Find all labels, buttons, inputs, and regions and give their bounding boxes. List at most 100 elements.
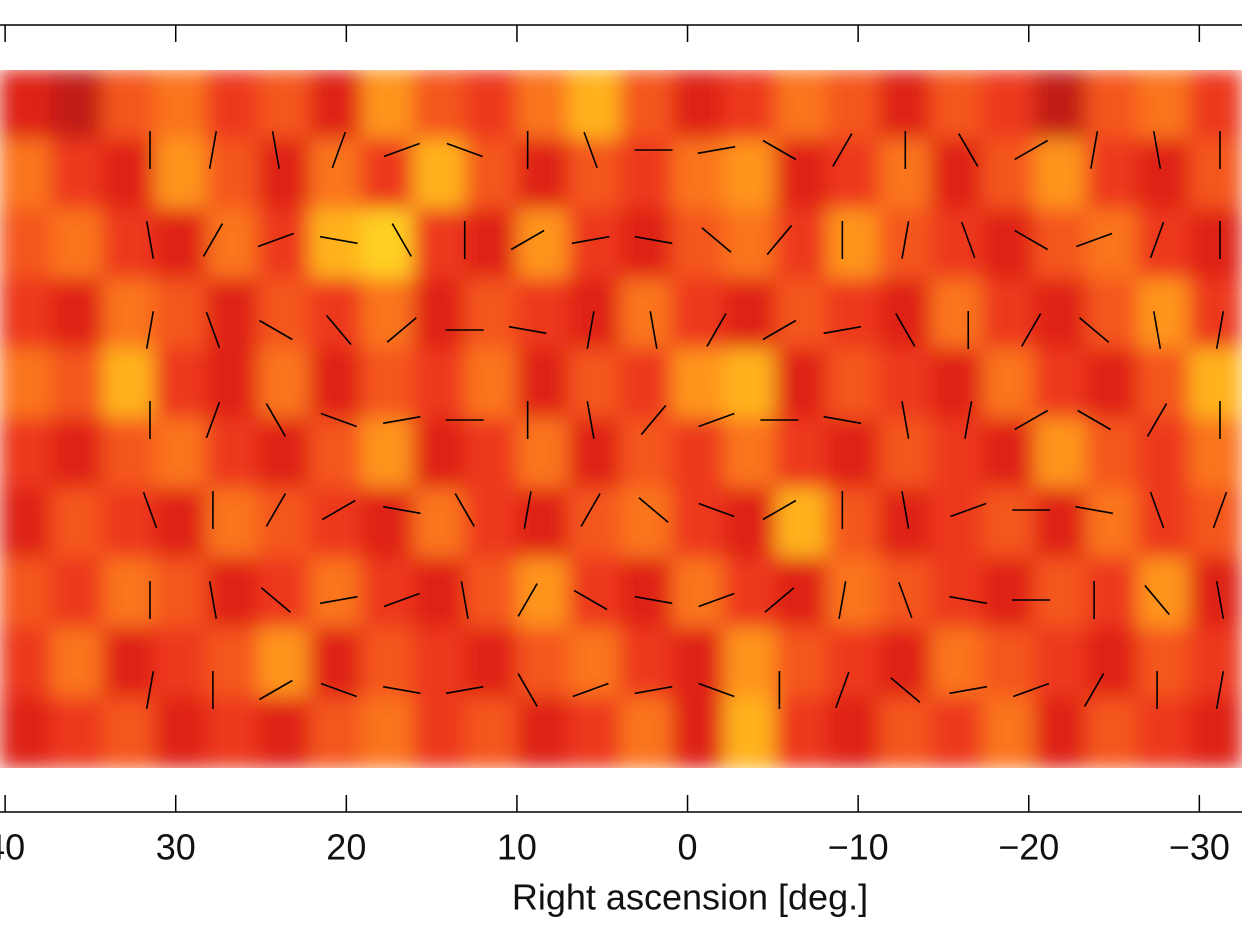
heat-cell: [206, 208, 260, 281]
heat-cell: [982, 138, 1036, 211]
polarization-vector: [145, 311, 155, 349]
heat-cell: [568, 627, 622, 700]
heat-cell: [775, 697, 829, 768]
heat-cell: [309, 208, 364, 281]
heat-cell: [361, 627, 415, 700]
heat-cell: [1137, 418, 1192, 490]
heat-cell: [206, 348, 260, 420]
heat-cell: [1137, 138, 1192, 211]
heat-cell: [464, 278, 519, 351]
heat-cell: [413, 208, 467, 281]
heat-cell: [1085, 70, 1140, 141]
heat-cell: [257, 557, 312, 630]
heat-cell: [930, 418, 985, 490]
heat-cell: [723, 697, 778, 768]
heat-cell: [982, 487, 1036, 560]
heat-cell: [361, 70, 415, 141]
heat-cell: [361, 208, 415, 281]
heat-cell: [1189, 557, 1242, 630]
heat-cell: [568, 557, 622, 630]
heat-cell: [723, 348, 778, 420]
heat-cell: [257, 487, 312, 560]
polarization-vector: [325, 314, 352, 346]
heat-cell: [413, 557, 467, 630]
heat-cell: [154, 348, 208, 420]
heat-cell: [1034, 70, 1088, 141]
heat-cell: [620, 348, 674, 420]
heat-cell: [827, 418, 881, 490]
polarization-vector: [573, 589, 608, 611]
heatmap: [0, 70, 1242, 768]
heat-cell: [206, 697, 260, 768]
heat-cell: [878, 697, 933, 768]
heat-cell: [775, 138, 829, 211]
vector-field: [142, 131, 1228, 709]
heat-cell: [1137, 557, 1192, 630]
heat-cell: [671, 557, 726, 630]
heat-cell: [257, 627, 312, 700]
polarization-vector: [580, 493, 601, 527]
heat-cell: [154, 697, 208, 768]
heat-cell: [1137, 278, 1192, 351]
heat-cell: [309, 487, 364, 560]
heat-cell: [1137, 208, 1192, 281]
polarization-vector: [1014, 229, 1049, 251]
heat-cell: [1137, 627, 1192, 700]
heat-cell: [930, 348, 985, 420]
heat-cell: [827, 138, 881, 211]
polarization-vector: [571, 235, 610, 245]
heat-cell: [1137, 697, 1192, 768]
polarization-vector: [508, 325, 547, 335]
heat-cell: [723, 418, 778, 490]
polarization-vector: [823, 325, 862, 335]
heat-cell: [568, 208, 622, 281]
heat-cell: [0, 138, 53, 211]
heat-cell: [930, 697, 985, 768]
heat-cell: [516, 627, 571, 700]
polarization-vector: [895, 313, 916, 347]
heat-cell: [309, 348, 364, 420]
heat-cell: [516, 278, 571, 351]
heat-cell: [102, 627, 157, 700]
polarization-vector: [638, 497, 669, 523]
heat-cell: [568, 278, 622, 351]
heat-cell: [516, 418, 571, 490]
heat-cell: [1085, 418, 1140, 490]
heat-cell: [0, 278, 53, 351]
heat-cell: [568, 418, 622, 490]
polarization-vector: [1215, 671, 1225, 709]
heat-cell: [1137, 348, 1192, 420]
polarization-vector: [145, 221, 155, 259]
heat-cell: [930, 278, 985, 351]
heat-cell: [982, 278, 1036, 351]
heat-cell: [1034, 487, 1088, 560]
heat-cell: [930, 627, 985, 700]
heat-cell: [413, 70, 467, 141]
polarization-vector: [260, 587, 291, 613]
polarization-vector: [835, 671, 850, 709]
heat-cell: [878, 278, 933, 351]
heat-cell: [464, 348, 519, 420]
polarization-vector: [1144, 584, 1170, 616]
heat-cell: [102, 208, 157, 281]
polarization-vector: [391, 223, 412, 257]
x-tick-label: 20: [326, 827, 366, 868]
x-tick-label: 10: [497, 827, 537, 868]
heat-cell: [464, 208, 519, 281]
polarization-vector: [832, 133, 853, 167]
polarization-vector: [202, 223, 224, 257]
polarization-vector: [586, 311, 595, 349]
polarization-vector: [208, 581, 218, 619]
heat-cell: [620, 487, 674, 560]
heat-cell: [930, 208, 985, 281]
heat-cell: [620, 697, 674, 768]
heat-cell: [464, 418, 519, 490]
heat-cell: [361, 138, 415, 211]
heat-cell: [50, 697, 105, 768]
polarization-vector: [271, 131, 280, 169]
polarization-vector: [265, 403, 287, 437]
heat-cell: [723, 487, 778, 560]
heat-cell: [930, 557, 985, 630]
heat-cell: [620, 278, 674, 351]
